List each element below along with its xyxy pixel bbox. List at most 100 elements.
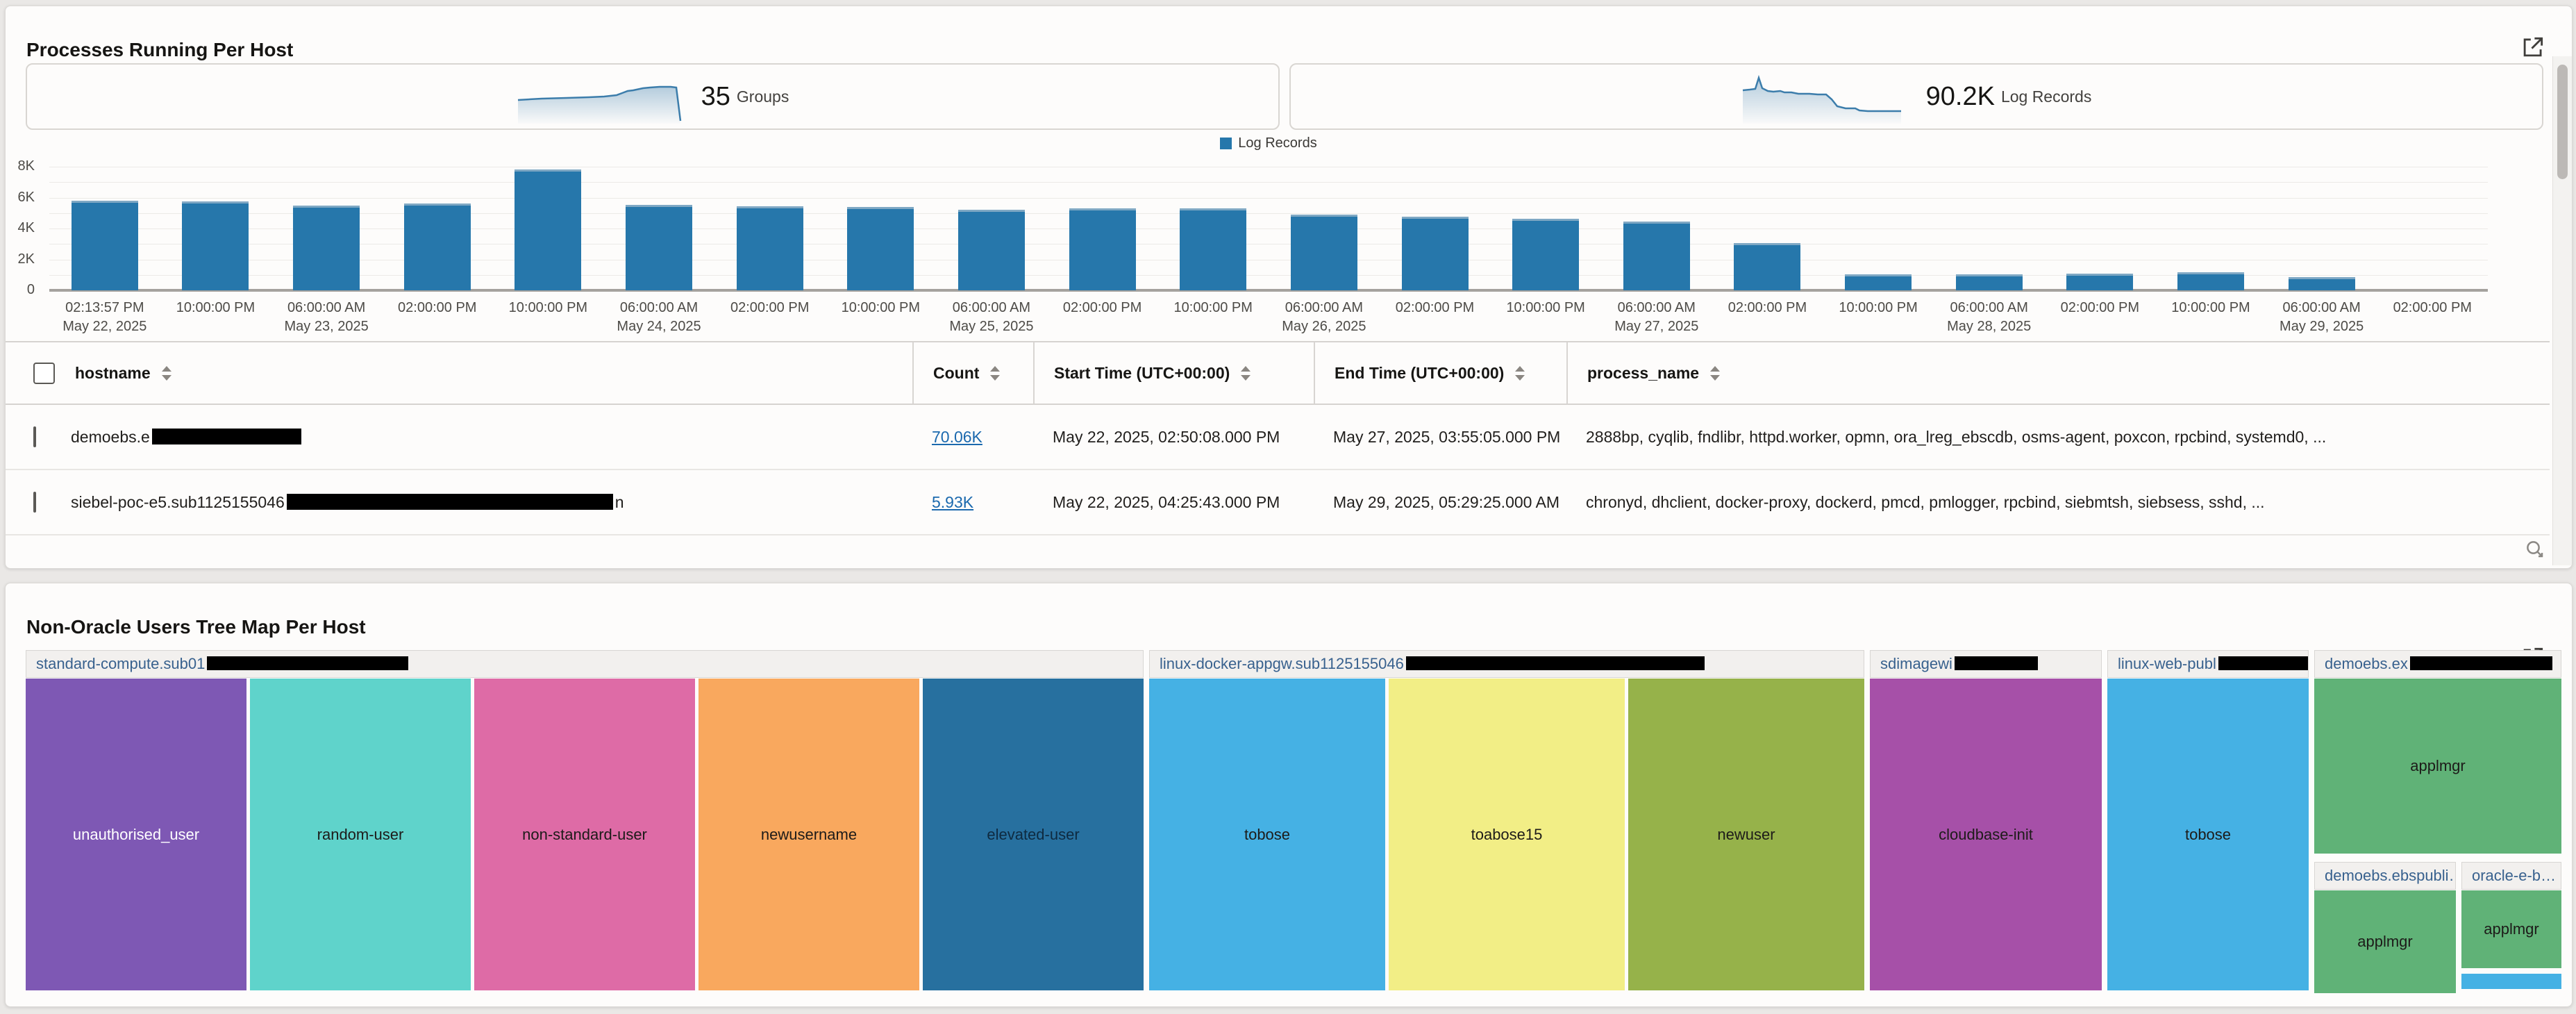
log-records-bar[interactable] bbox=[2288, 277, 2355, 290]
sort-icon[interactable] bbox=[1710, 365, 1721, 381]
legend-item-log-records[interactable]: Log Records bbox=[1220, 135, 1317, 151]
table-row[interactable]: demoebs.e 70.06K May 22, 2025, 02:50:08.00… bbox=[6, 405, 2550, 470]
log-records-bar[interactable] bbox=[847, 206, 914, 290]
column-header-count[interactable]: Count bbox=[912, 342, 1033, 404]
log-records-bar[interactable] bbox=[1623, 222, 1690, 290]
groups-tile[interactable]: 35 Groups bbox=[26, 63, 1280, 130]
sort-icon[interactable] bbox=[1241, 365, 1251, 381]
column-header-end-time-utc-00-00-[interactable]: End Time (UTC+00:00) bbox=[1314, 342, 1566, 404]
log-records-bar[interactable] bbox=[515, 169, 582, 290]
x-tick-label: 10:00:00 PM bbox=[1839, 300, 1918, 315]
treemap-host-link[interactable]: linux-web-publ... bbox=[2107, 650, 2309, 678]
select-all-cell bbox=[6, 342, 69, 404]
treemap-cell-applmgr[interactable]: applmgr bbox=[2461, 890, 2561, 968]
sort-icon[interactable] bbox=[1515, 365, 1525, 381]
table-row-partial[interactable] bbox=[6, 535, 2550, 555]
hostname-cell: siebel-poc-e5.sub1125155046 n bbox=[71, 492, 624, 511]
log-records-bar[interactable] bbox=[736, 206, 803, 290]
treemap-host-link[interactable]: linux-docker-appgw.sub1125155046 bbox=[1149, 650, 1864, 678]
log-records-bar[interactable] bbox=[2177, 272, 2244, 290]
treemap-host-link[interactable]: demoebs.ebspubli… bbox=[2314, 862, 2456, 890]
treemap-host-link[interactable]: standard-compute.sub01 bbox=[26, 650, 1144, 678]
treemap-cell-unauthorised-user[interactable]: unauthorised_user bbox=[26, 679, 246, 990]
bar-slot bbox=[1712, 167, 1823, 290]
row-select-cell bbox=[6, 426, 69, 447]
treemap-cell-label: applmgr bbox=[2484, 920, 2539, 938]
groups-count-value: 35 bbox=[701, 81, 730, 111]
vertical-scrollbar-thumb[interactable] bbox=[2557, 65, 2568, 179]
start-time-cell: May 22, 2025, 02:50:08.000 PM bbox=[1053, 427, 1280, 446]
bar-slot bbox=[382, 167, 493, 290]
treemap-subgroup: demoebs.ebspubli… applmgr bbox=[2314, 862, 2456, 993]
treemap-cell-random-user[interactable]: random-user bbox=[250, 679, 471, 990]
treemap-cell-elevated-user[interactable]: elevated-user bbox=[923, 679, 1144, 990]
column-header-start-time-utc-00-00-[interactable]: Start Time (UTC+00:00) bbox=[1033, 342, 1314, 404]
treemap-host-link[interactable]: sdimagewi bbox=[1870, 650, 2102, 678]
chart-legend: Log Records bbox=[49, 135, 2488, 153]
log-records-bar[interactable] bbox=[1734, 243, 1801, 290]
sort-icon[interactable] bbox=[990, 365, 1001, 381]
y-axis-labels: 0 2K 4K 6K 8K bbox=[6, 158, 42, 297]
log-records-bar[interactable] bbox=[293, 205, 360, 290]
redaction-bar bbox=[2218, 656, 2308, 671]
log-records-bar[interactable] bbox=[1955, 274, 2023, 290]
gridline bbox=[49, 182, 2488, 183]
treemap-cell-tobose[interactable]: tobose bbox=[2107, 679, 2309, 990]
treemap-cell-newusername[interactable]: newusername bbox=[699, 679, 919, 990]
treemap-subgroup: oracle-e-b… applmgr bbox=[2461, 862, 2561, 990]
log-records-bar[interactable] bbox=[2066, 273, 2134, 290]
log-records-bar[interactable] bbox=[1512, 218, 1580, 290]
column-header-process-name[interactable]: process_name bbox=[1566, 342, 2550, 404]
treemap-cell-applmgr[interactable]: applmgr bbox=[2314, 679, 2561, 854]
redaction-bar bbox=[286, 493, 613, 510]
treemap-host-link[interactable]: oracle-e-b… bbox=[2461, 862, 2561, 890]
count-link[interactable]: 5.93K bbox=[932, 492, 974, 511]
open-in-new-window-icon[interactable] bbox=[2519, 34, 2547, 62]
log-records-bar[interactable] bbox=[403, 203, 471, 290]
bar-slot bbox=[493, 167, 604, 290]
treemap-cell-non-standard-user[interactable]: non-standard-user bbox=[474, 679, 695, 990]
log-records-bar[interactable] bbox=[71, 200, 138, 290]
log-records-bar[interactable] bbox=[626, 204, 693, 290]
log-records-bar[interactable] bbox=[182, 201, 249, 290]
bar-slot bbox=[1601, 167, 1712, 290]
treemap-cell-toabose15[interactable]: toabose15 bbox=[1389, 679, 1625, 990]
resize-handle-icon[interactable] bbox=[2525, 539, 2545, 560]
count-link[interactable]: 70.06K bbox=[932, 427, 982, 446]
treemap-cell-applmgr[interactable]: applmgr bbox=[2314, 890, 2456, 993]
row-checkbox[interactable] bbox=[33, 426, 36, 447]
treemap-group: demoebs.ex applmgr demoebs.ebspubli… applmg… bbox=[2314, 650, 2561, 993]
bar-slot bbox=[271, 167, 382, 290]
select-all-checkbox[interactable] bbox=[33, 362, 55, 384]
column-header-hostname[interactable]: hostname bbox=[69, 342, 912, 404]
treemap-cell-label: toabose15 bbox=[1471, 825, 1543, 843]
treemap-cell-newuser[interactable]: newuser bbox=[1628, 679, 1864, 990]
gridline bbox=[49, 213, 2488, 214]
treemap-cell-tobose[interactable]: tobose bbox=[1149, 679, 1385, 990]
bar-slot bbox=[714, 167, 826, 290]
x-tick-label: 10:00:00 PM bbox=[841, 300, 921, 315]
hostname-cell: demoebs.e bbox=[69, 428, 912, 447]
redaction-bar bbox=[207, 656, 409, 671]
treemap-cell[interactable] bbox=[2461, 974, 2561, 989]
bars-container bbox=[49, 167, 2488, 290]
treemap-cell-cloudbase-init[interactable]: cloudbase-init bbox=[1870, 679, 2102, 990]
row-checkbox[interactable] bbox=[33, 491, 36, 513]
log-records-bar[interactable] bbox=[1845, 274, 1912, 290]
log-records-bar[interactable] bbox=[1401, 217, 1469, 290]
treemap-subgroup-row: demoebs.ebspubli… applmgr oracle-e-b… applm… bbox=[2314, 862, 2561, 993]
treemap-cell-label: cloudbase-init bbox=[1939, 825, 2033, 843]
log-records-tile[interactable]: 90.2K Log Records bbox=[1289, 63, 2543, 130]
bar-slot bbox=[160, 167, 271, 290]
log-records-bar[interactable] bbox=[1069, 208, 1136, 290]
column-header-label: hostname bbox=[75, 363, 151, 382]
log-records-bar[interactable] bbox=[1180, 208, 1247, 290]
processes-panel: Processes Running Per Host 35 Groups 90.… bbox=[5, 6, 2573, 569]
table-row[interactable]: siebel-poc-e5.sub1125155046 n 5.93K May 22,… bbox=[6, 470, 2550, 535]
log-records-bar[interactable] bbox=[1290, 214, 1357, 290]
sort-icon[interactable] bbox=[161, 365, 172, 381]
treemap-host-link[interactable]: demoebs.ex bbox=[2314, 650, 2561, 678]
treemap-cell-label: applmgr bbox=[2357, 933, 2413, 950]
treemap-cell-label: random-user bbox=[317, 825, 404, 843]
log-records-bar[interactable] bbox=[957, 210, 1025, 290]
